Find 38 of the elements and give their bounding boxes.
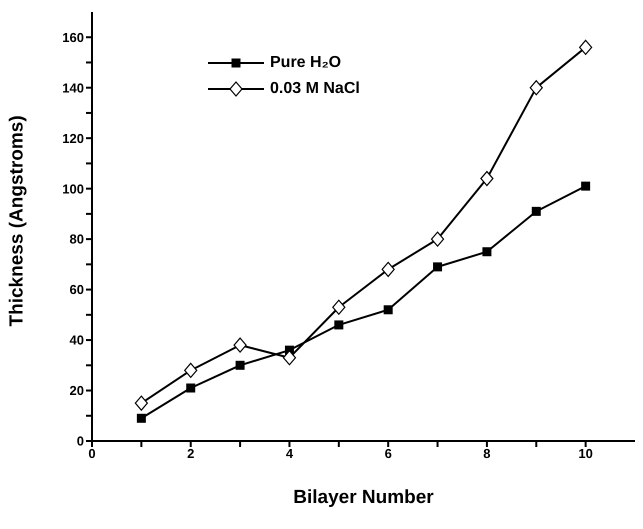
x-tick-label: 8 [483, 446, 491, 462]
point [433, 262, 442, 272]
point [134, 396, 148, 411]
point [233, 338, 247, 353]
y-tick-label: 20 [70, 383, 84, 398]
point [532, 206, 541, 216]
x-tick-label: 2 [187, 446, 194, 462]
legend-label: 0.03 M NaCl [270, 80, 360, 98]
y-tick-label: 0 [76, 434, 84, 449]
point [482, 247, 492, 256]
point [186, 384, 196, 393]
legend-label: Pure H₂O [270, 54, 342, 72]
x-tick-label: 6 [384, 446, 392, 462]
point [184, 362, 198, 378]
y-tick-label: 40 [70, 332, 84, 348]
point [579, 40, 592, 55]
x-tick-label: 10 [578, 446, 593, 462]
point [236, 360, 245, 370]
y-tick-label: 60 [70, 282, 84, 298]
point [530, 80, 543, 96]
y-tick-label: 160 [62, 30, 84, 45]
x-tick-label: 4 [286, 446, 294, 462]
x-axis-title: Bilayer Number [293, 487, 434, 508]
point [480, 170, 494, 186]
point [382, 262, 395, 277]
y-tick-label: 80 [70, 232, 84, 247]
point [430, 232, 444, 247]
point [581, 182, 590, 191]
x-tick-label: 0 [88, 446, 96, 462]
point [384, 305, 393, 314]
point [332, 300, 346, 315]
point [334, 320, 344, 330]
point [282, 350, 296, 366]
y-tick-label: 140 [62, 80, 84, 96]
y-axis-title: Thickness (Angstroms) [6, 115, 28, 326]
y-tick-label: 120 [62, 130, 84, 146]
point [136, 414, 146, 423]
y-tick-label: 100 [62, 181, 84, 196]
